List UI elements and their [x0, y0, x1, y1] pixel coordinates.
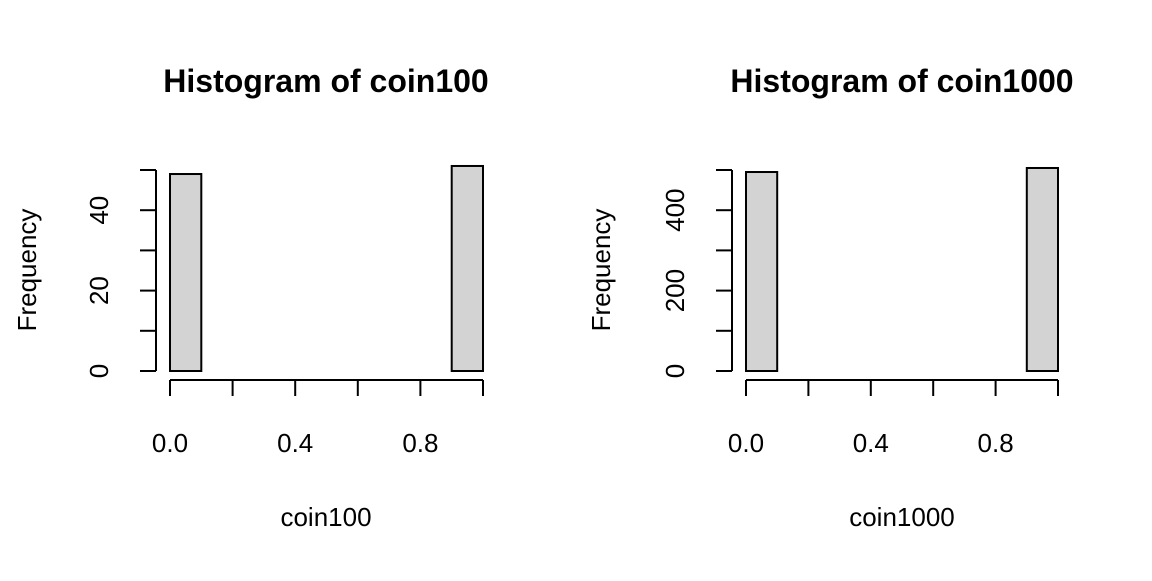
histogram-panel-coin1000: Histogram of coin1000 coin1000 Frequency…	[586, 63, 1074, 532]
histogram-bar	[1025, 166, 1060, 372]
histogram-bar	[745, 171, 779, 372]
y-tick-label: 20	[84, 276, 114, 305]
x-tick-label: 0.4	[853, 428, 889, 458]
x-tick-label: 0.8	[978, 428, 1014, 458]
y-tick-label: 200	[660, 269, 690, 312]
histogram-panel-coin100: Histogram of coin100 coin100 Frequency 0…	[12, 63, 489, 532]
y-axis-label: Frequency	[586, 209, 616, 332]
x-tick-label: 0.0	[152, 428, 188, 458]
y-tick-label: 0	[660, 364, 690, 378]
histogram-bar	[169, 173, 203, 372]
y-axis-label: Frequency	[12, 209, 42, 332]
histogram-bar	[450, 164, 485, 372]
x-tick-label: 0.4	[277, 428, 313, 458]
x-axis-label: coin100	[280, 502, 371, 532]
chart-title: Histogram of coin100	[163, 63, 488, 99]
y-tick-label: 400	[660, 189, 690, 232]
chart-title: Histogram of coin1000	[730, 63, 1073, 99]
x-axis-label: coin1000	[849, 502, 955, 532]
x-tick-label: 0.8	[402, 428, 438, 458]
y-tick-label: 0	[84, 364, 114, 378]
y-tick-label: 40	[84, 196, 114, 225]
x-tick-label: 0.0	[728, 428, 764, 458]
